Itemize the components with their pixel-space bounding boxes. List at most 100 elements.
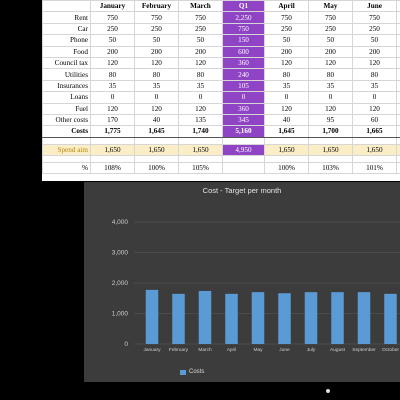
row-label[interactable]: Insurances [42, 79, 91, 93]
cell-value[interactable]: 80 [134, 68, 179, 81]
cell-value[interactable]: 8 [396, 68, 400, 81]
cell-value[interactable]: 750 [264, 11, 309, 24]
cell-value[interactable]: 12 [396, 56, 400, 70]
cell-value[interactable]: 250 [352, 22, 397, 36]
cell-value[interactable]: 1,650 [134, 143, 179, 157]
cell-value[interactable]: 1,650 [178, 143, 223, 157]
cell-value[interactable] [396, 162, 400, 175]
bar[interactable] [304, 292, 318, 344]
cell-value[interactable]: 12 [396, 102, 400, 115]
row-label[interactable]: Car [42, 22, 91, 36]
cell-value[interactable]: 20 [396, 45, 400, 58]
cell-value[interactable]: 200 [308, 45, 353, 58]
cell-value[interactable]: 0 [90, 91, 135, 104]
cell-value[interactable]: 200 [90, 45, 135, 58]
cell-value[interactable]: 1,665 [352, 125, 397, 138]
cell-value[interactable]: 250 [308, 22, 353, 36]
cell-value[interactable]: 1,775 [90, 125, 135, 138]
cell-value[interactable] [396, 91, 400, 104]
cell-value[interactable]: 3 [396, 79, 400, 93]
column-header[interactable]: January [90, 0, 135, 13]
cell-value[interactable]: 120 [352, 56, 397, 70]
cell-value[interactable]: 80 [90, 68, 135, 81]
cell-value[interactable]: 120 [308, 102, 353, 115]
bar[interactable] [251, 292, 265, 344]
cell-value[interactable]: 35 [90, 79, 135, 93]
cell-value[interactable]: 100% [264, 162, 309, 175]
cell-value[interactable]: 200 [178, 45, 223, 58]
cell-value[interactable]: 80 [178, 68, 223, 81]
empty-cell[interactable] [178, 136, 223, 145]
cell-value[interactable]: 120 [178, 102, 223, 115]
cell-value[interactable]: 50 [352, 34, 397, 47]
empty-cell[interactable] [134, 155, 179, 164]
cell-value[interactable]: 101% [352, 162, 397, 175]
cell-value[interactable]: 750 [134, 11, 179, 24]
column-header[interactable]: Q1 [222, 0, 265, 13]
cell-value[interactable]: 250 [178, 22, 223, 36]
cell-value[interactable]: 50 [90, 34, 135, 47]
cell-value[interactable] [396, 143, 400, 157]
cell-value[interactable]: 50 [134, 34, 179, 47]
cell-value[interactable]: 105 [222, 79, 265, 93]
cell-value[interactable]: 600 [222, 45, 265, 58]
cell-value[interactable]: 1,650 [308, 143, 353, 157]
cell-value[interactable]: 135 [178, 113, 223, 127]
cell-value[interactable]: 5 [396, 34, 400, 47]
cell-value[interactable]: 120 [134, 102, 179, 115]
empty-cell[interactable] [90, 155, 135, 164]
cell-value[interactable]: 25 [396, 22, 400, 36]
empty-cell[interactable] [264, 155, 309, 164]
cell-value[interactable]: 0 [222, 91, 265, 104]
bar[interactable] [145, 289, 159, 344]
bar[interactable] [331, 292, 344, 344]
cell-value[interactable]: 60 [352, 113, 397, 127]
column-header[interactable]: May [308, 0, 353, 13]
empty-cell[interactable] [352, 155, 397, 164]
cell-value[interactable]: 360 [222, 56, 265, 70]
cell-value[interactable]: 120 [90, 56, 135, 70]
cell-value[interactable]: 105% [178, 162, 223, 175]
cell-value[interactable]: 120 [308, 56, 353, 70]
cell-value[interactable]: 50 [178, 34, 223, 47]
cell-value[interactable]: 750 [222, 22, 265, 36]
cell-value[interactable]: 80 [352, 68, 397, 81]
empty-cell[interactable] [396, 155, 400, 164]
cell-value[interactable]: 35 [264, 79, 309, 93]
bar[interactable] [198, 290, 212, 344]
cell-value[interactable]: 240 [222, 68, 265, 81]
cell-value[interactable] [396, 113, 400, 127]
cell-value[interactable]: 35 [178, 79, 223, 93]
empty-cell[interactable] [178, 155, 223, 164]
row-label[interactable]: Phone [42, 34, 91, 47]
empty-cell[interactable] [308, 136, 353, 145]
row-label[interactable]: Costs [42, 125, 91, 138]
cell-value[interactable]: 80 [264, 68, 309, 81]
bar[interactable] [357, 292, 371, 344]
empty-cell[interactable] [42, 155, 91, 164]
empty-cell[interactable] [90, 136, 135, 145]
cell-value[interactable]: 100% [134, 162, 179, 175]
cell-value[interactable]: 1,700 [308, 125, 353, 138]
cell-value[interactable]: 40 [134, 113, 179, 127]
cell-value[interactable]: 250 [90, 22, 135, 36]
cell-value[interactable]: 104% [222, 162, 265, 175]
empty-cell[interactable] [264, 136, 309, 145]
cell-value[interactable]: 120 [264, 102, 309, 115]
cell-value[interactable]: 750 [90, 11, 135, 24]
empty-cell[interactable] [308, 155, 353, 164]
column-header[interactable]: April [264, 0, 309, 13]
cell-value[interactable]: 200 [134, 45, 179, 58]
row-label[interactable]: Council tax [42, 56, 91, 70]
cell-value[interactable]: 1,650 [264, 143, 309, 157]
cell-value[interactable]: 750 [352, 11, 397, 24]
row-label[interactable]: Rent [42, 11, 91, 24]
cell-value[interactable]: 40 [264, 113, 309, 127]
column-header[interactable] [42, 0, 91, 13]
cell-value[interactable]: 0 [178, 91, 223, 104]
empty-cell[interactable] [222, 155, 265, 164]
cell-value[interactable]: 50 [264, 34, 309, 47]
cell-value[interactable]: 35 [308, 79, 353, 93]
empty-cell[interactable] [222, 136, 265, 145]
empty-cell[interactable] [396, 136, 400, 145]
